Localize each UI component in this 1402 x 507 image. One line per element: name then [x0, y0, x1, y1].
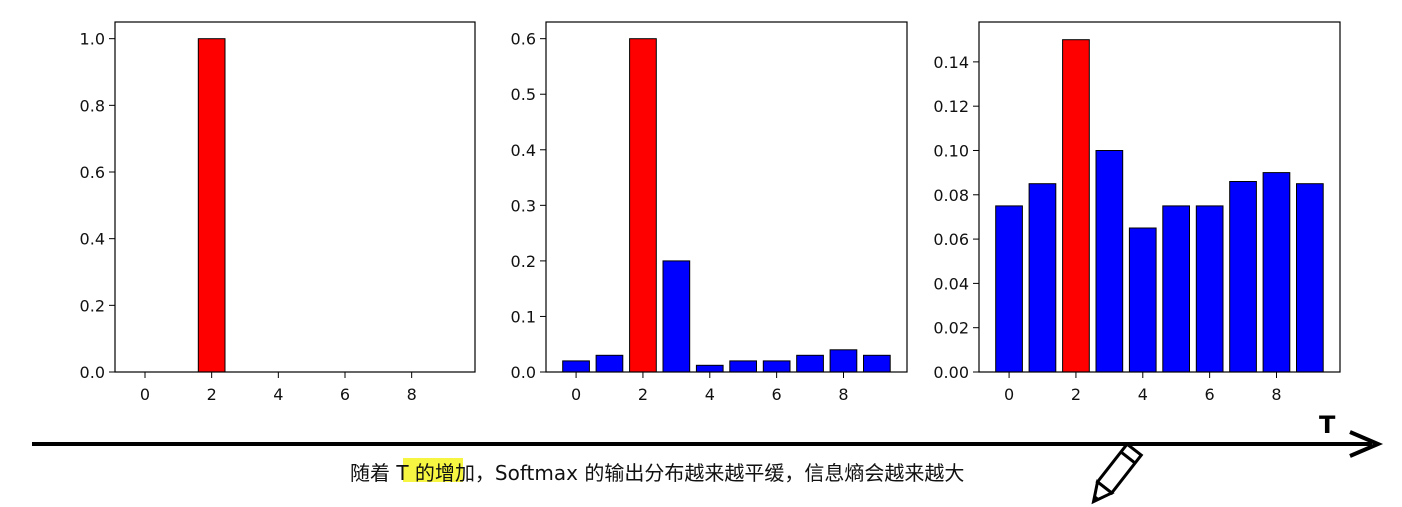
x-tick-label: 8: [838, 385, 848, 404]
y-tick-label: 0.2: [511, 252, 536, 271]
x-tick-label: 2: [207, 385, 217, 404]
arrow-label: T: [1319, 411, 1336, 439]
plot-frame: [545, 21, 908, 373]
temperature-arrow: T: [32, 411, 1384, 458]
bar-5: [729, 360, 757, 373]
charts-group: 0 2 4 6 8 0.0 0.2 0.4 0.6 0.8 1.0 0 2 4 6 8 0.0 0.1 0.2 0.3…: [80, 21, 1341, 404]
y-tick-label: 0.8: [80, 96, 105, 115]
bar-2: [197, 38, 226, 373]
y-tick-label: 0.14: [933, 53, 969, 72]
bar-2: [629, 38, 657, 373]
caption-before: 随着: [350, 461, 396, 485]
y-tick-label: 0.6: [511, 30, 536, 49]
bar-9: [1296, 183, 1324, 373]
y-tick-label: 0.00: [933, 363, 969, 382]
bar-5: [1162, 205, 1191, 373]
bar-3: [1095, 150, 1124, 373]
y-tick-label: 0.08: [933, 186, 969, 205]
bar-1: [595, 354, 624, 373]
x-tick-label: 4: [273, 385, 283, 404]
bar-6: [762, 360, 791, 373]
bar-3: [662, 260, 691, 373]
y-tick-label: 0.2: [80, 296, 105, 315]
y-tick-label: 0.5: [511, 85, 536, 104]
x-tick-label: 6: [1205, 385, 1215, 404]
x-tick-label: 8: [407, 385, 417, 404]
y-tick-label: 0.04: [933, 274, 969, 293]
caption-highlight-mark: [403, 458, 463, 482]
y-tick-label: 0.0: [80, 363, 105, 382]
x-tick-label: 2: [1071, 385, 1081, 404]
bar-9: [863, 354, 891, 373]
bar-7: [796, 354, 824, 373]
arrow-head: [1349, 430, 1384, 458]
caption-highlighted: T 的增: [395, 461, 455, 485]
bar-chart-2: 0 2 4 6 8 0.0 0.1 0.2 0.3 0.4 0.5 0.6: [511, 21, 908, 404]
x-tick-label: 6: [772, 385, 782, 404]
plot-frame: [114, 21, 476, 373]
bar-8: [829, 349, 858, 373]
y-tick-label: 0.4: [511, 141, 536, 160]
x-tick-label: 0: [571, 385, 581, 404]
bar-0: [562, 360, 590, 373]
caption-after: 加，Softmax 的输出分布越来越平缓，信息熵会越来越大: [455, 461, 964, 485]
x-tick-label: 8: [1271, 385, 1281, 404]
caption: 随着 T 的增加，Softmax 的输出分布越来越平缓，信息熵会越来越大: [350, 458, 964, 485]
bar-1: [1028, 183, 1057, 373]
plot-frame: [978, 21, 1341, 373]
bar-4: [695, 364, 724, 373]
bar-6: [1195, 205, 1224, 373]
bar-7: [1229, 181, 1257, 373]
x-tick-label: 6: [340, 385, 350, 404]
pencil-icon: [1091, 441, 1144, 505]
y-tick-label: 0.4: [80, 230, 105, 249]
bar-0: [995, 205, 1023, 373]
y-tick-label: 0.10: [933, 141, 969, 160]
bar-chart-1: 0 2 4 6 8 0.0 0.2 0.4 0.6 0.8 1.0: [80, 21, 476, 404]
y-tick-label: 0.12: [933, 97, 969, 116]
x-tick-label: 4: [705, 385, 715, 404]
x-tick-label: 0: [1004, 385, 1014, 404]
x-tick-label: 4: [1138, 385, 1148, 404]
bar-4: [1128, 227, 1157, 373]
x-tick-label: 0: [140, 385, 150, 404]
bar-2: [1062, 39, 1090, 373]
y-tick-label: 0.3: [511, 196, 536, 215]
bar-chart-3: 0 2 4 6 8 0.00 0.02 0.04 0.06 0.08 0.10 0.12 0.14: [933, 21, 1341, 404]
bar-8: [1262, 172, 1291, 373]
y-tick-label: 0.1: [511, 307, 536, 326]
y-tick-label: 0.6: [80, 163, 105, 182]
y-tick-label: 0.02: [933, 319, 969, 338]
y-tick-label: 0.06: [933, 230, 969, 249]
caption-text: 随着 T 的增加，Softmax 的输出分布越来越平缓，信息熵会越来越大: [350, 461, 964, 485]
y-tick-label: 0.0: [511, 363, 536, 382]
y-tick-label: 1.0: [80, 30, 105, 49]
x-tick-label: 2: [638, 385, 648, 404]
